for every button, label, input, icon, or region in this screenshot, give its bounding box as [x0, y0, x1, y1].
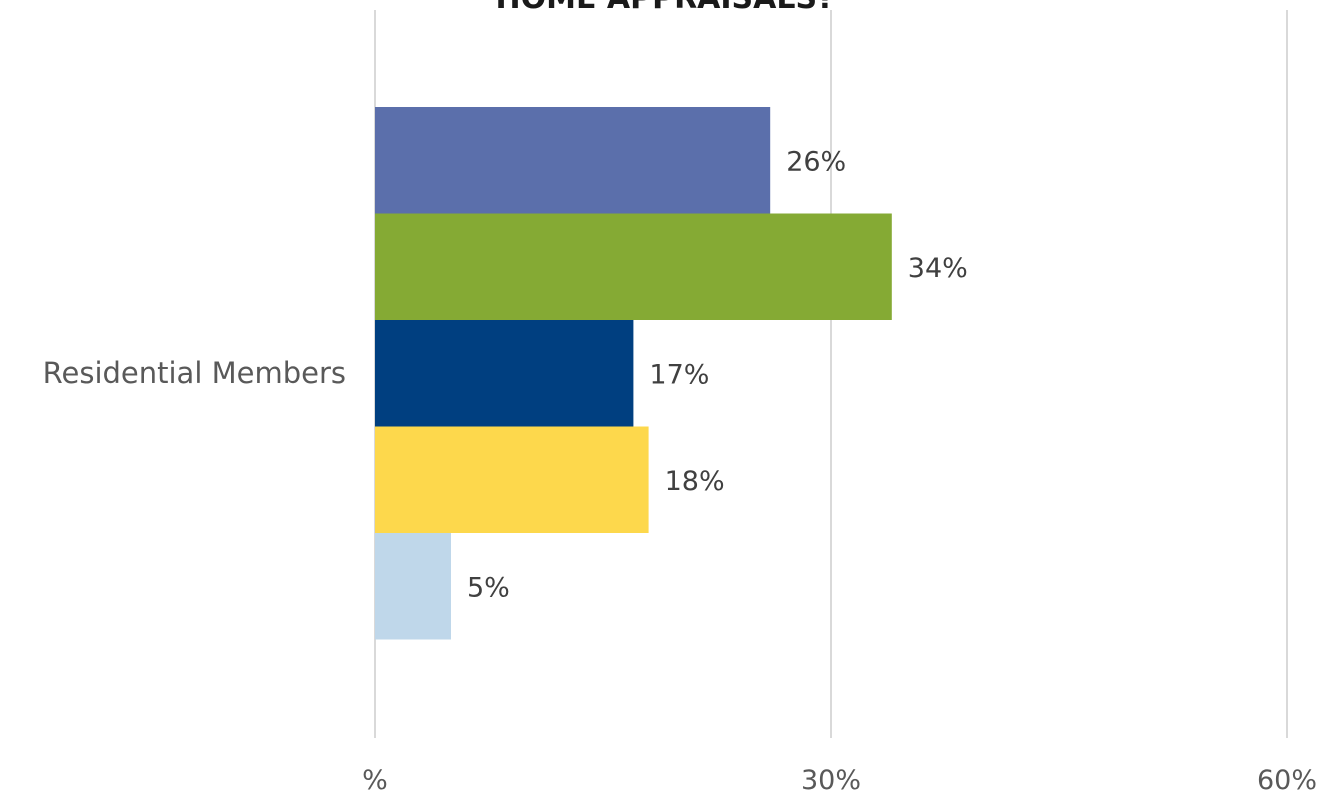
x-axis-ticks: % 30% 60%	[362, 765, 1317, 792]
bar	[375, 213, 892, 320]
bar-data-label: 18%	[665, 466, 725, 497]
bar-data-label: 34%	[908, 253, 968, 284]
category-label: Residential Members	[43, 356, 346, 390]
bar-data-label: 26%	[786, 146, 846, 177]
chart-title: HOME APPRAISALS?	[495, 0, 834, 16]
bars	[375, 107, 892, 640]
bar-data-label: 5%	[467, 572, 510, 603]
data-labels: 26% 34% 17% 18% 5%	[467, 146, 968, 603]
bar	[375, 426, 649, 533]
x-tick-label: 30%	[801, 765, 861, 792]
x-tick-label: %	[362, 765, 388, 792]
bar	[375, 107, 771, 214]
bar	[375, 533, 451, 640]
bar	[375, 320, 634, 427]
bar-data-label: 17%	[649, 359, 709, 390]
x-tick-label: 60%	[1257, 765, 1317, 792]
